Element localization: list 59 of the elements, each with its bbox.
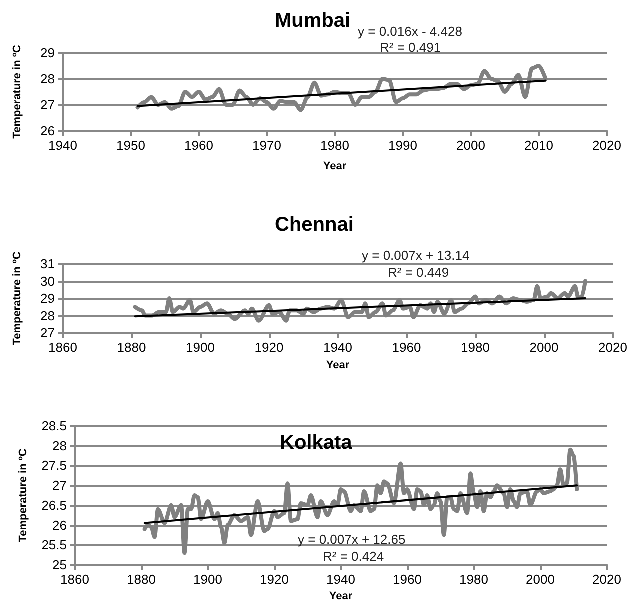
x-axis-title: Year <box>326 360 350 372</box>
x-tick-label: 2000 <box>530 340 559 355</box>
x-tick-label: 1860 <box>60 572 90 587</box>
y-tick-label: 27.5 <box>42 458 67 474</box>
x-tick-label: 2020 <box>598 340 628 355</box>
y-tick-label: 29 <box>40 291 55 306</box>
x-tick-label: 1940 <box>48 138 78 153</box>
chart-title: Kolkata <box>280 432 354 454</box>
annotation: R² = 0.449 <box>388 265 450 280</box>
x-tick-label: 1990 <box>388 138 418 153</box>
x-tick-label: 1950 <box>116 138 146 153</box>
annotation: y = 0.007x + 12.65 <box>298 532 406 547</box>
x-tick-label: 1940 <box>324 340 352 355</box>
y-tick-label: 26.5 <box>42 498 67 513</box>
x-tick-label: 1860 <box>48 340 78 355</box>
text: y = 0.016x - 4.428 <box>358 24 462 39</box>
x-tick-label: 1900 <box>186 340 215 355</box>
y-axis-title: Temperature in ºC <box>18 448 30 542</box>
y-tick-label: 28 <box>52 438 67 454</box>
x-tick-label: 1980 <box>461 340 490 355</box>
x-tick-label: 1880 <box>127 572 156 587</box>
y-tick-label: 28 <box>40 72 55 86</box>
y-tick-label: 27 <box>40 326 55 340</box>
x-tick-label: 2000 <box>456 138 486 153</box>
x-tick-label: 1920 <box>260 572 289 587</box>
y-axis-title: Temperature in ºC <box>12 45 24 139</box>
x-tick-label: 1920 <box>254 340 284 355</box>
y-tick-label: 26 <box>52 518 67 533</box>
x-tick-label: 2010 <box>524 138 554 153</box>
y-tick-label: 26 <box>40 124 55 138</box>
y-tick-label: 25 <box>52 558 67 572</box>
x-tick-label: 2020 <box>592 138 622 153</box>
x-tick-label: 1960 <box>392 340 422 355</box>
annotation: R² = 0.491 <box>380 40 442 55</box>
chart-title: Mumbai <box>275 10 351 32</box>
y-tick-label: 25.5 <box>42 538 67 553</box>
chart-title: Chennai <box>275 214 354 236</box>
x-axis-title: Year <box>329 590 354 602</box>
x-tick-label: 2000 <box>526 572 555 587</box>
x-axis-title: Year <box>323 160 348 172</box>
x-tick-label: 1940 <box>326 572 356 587</box>
text: y = 0.007x + 13.14 <box>362 248 470 263</box>
x-tick-label: 1880 <box>117 340 146 355</box>
y-tick-label: 29 <box>40 46 55 60</box>
x-tick-label: 1960 <box>393 572 422 587</box>
x-tick-label: 1970 <box>252 138 282 153</box>
x-tick-label: 1900 <box>194 572 222 587</box>
annotation: R² = 0.424 <box>323 549 384 564</box>
y-tick-label: 27 <box>40 98 55 112</box>
y-tick-label: 30 <box>40 274 55 289</box>
x-tick-label: 1960 <box>184 138 214 153</box>
x-tick-label: 1980 <box>460 572 488 587</box>
y-tick-label: 28.5 <box>42 418 67 434</box>
y-tick-label: 31 <box>40 256 55 272</box>
y-tick-label: 27 <box>52 478 67 494</box>
x-tick-label: 1980 <box>320 138 350 153</box>
y-tick-label: 28 <box>40 308 55 324</box>
y-axis-title: Temperature in ºC <box>12 252 24 346</box>
x-tick-label: 2020 <box>592 572 622 587</box>
